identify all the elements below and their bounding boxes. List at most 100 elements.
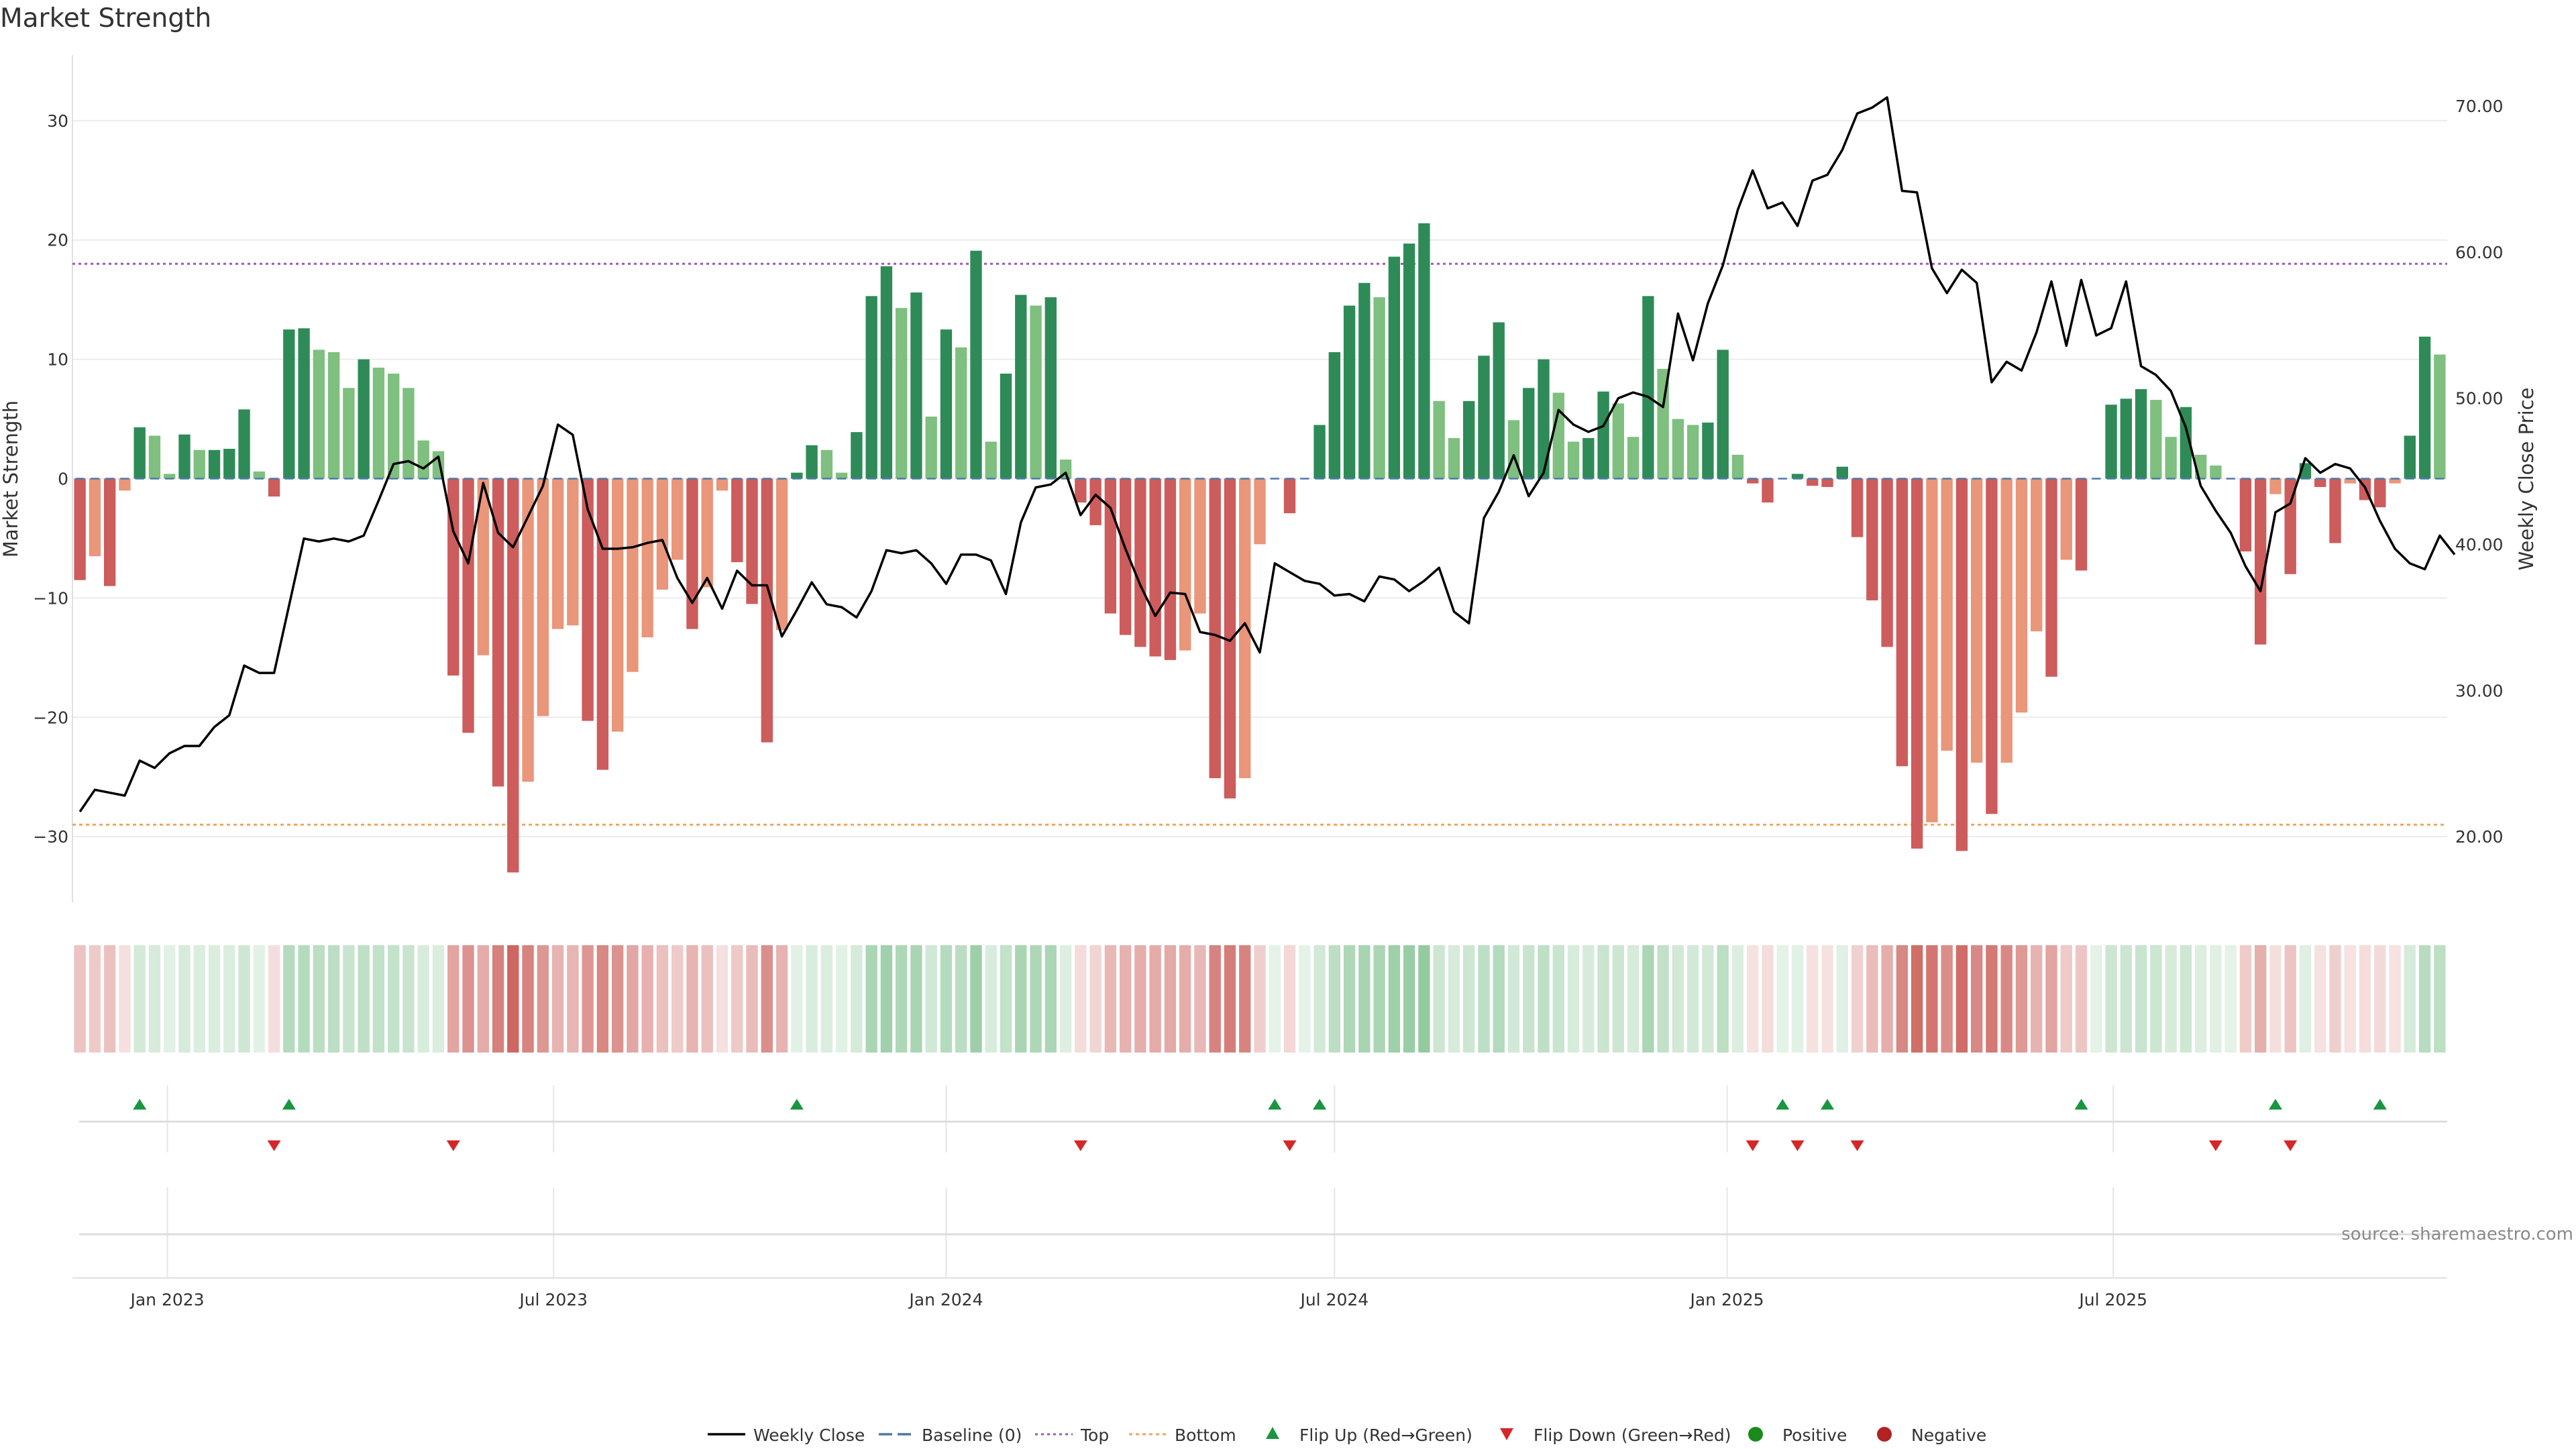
legend-flip-down-swatch	[1500, 1428, 1513, 1440]
heat-cell	[1523, 945, 1535, 1053]
heat-cell	[133, 945, 146, 1053]
strength-bar	[2031, 478, 2043, 632]
heat-cell	[865, 945, 877, 1053]
strength-bar	[1164, 478, 1177, 660]
strength-bar	[372, 368, 385, 479]
flip-up-marker	[133, 1099, 147, 1110]
heat-cell	[1388, 945, 1401, 1053]
flip-up-marker	[790, 1099, 804, 1110]
heat-cell	[1030, 945, 1042, 1053]
strength-bar	[1478, 356, 1490, 479]
strength-bar	[1627, 437, 1640, 479]
left-tick-label: −30	[33, 827, 68, 847]
heat-cell	[2299, 945, 2312, 1053]
heat-cell	[387, 945, 400, 1053]
strength-bar	[1896, 478, 1909, 767]
strength-bar	[2060, 478, 2072, 560]
strength-bar	[1044, 297, 1057, 479]
heat-cell	[2090, 945, 2102, 1053]
heat-cell	[895, 945, 908, 1053]
strength-bar	[2105, 405, 2117, 479]
strength-bar	[2314, 478, 2326, 487]
heat-cell	[672, 945, 684, 1053]
heat-cell	[1642, 945, 1654, 1053]
strength-bar	[298, 328, 310, 479]
chart-title: Market Strength	[0, 3, 211, 34]
right-axis-ticks: 70.00 60.00 50.00 40.00 30.00 20.00	[2455, 97, 2504, 847]
heat-cell	[1672, 945, 1684, 1053]
heat-cell	[1209, 945, 1221, 1053]
flip-down-marker	[2208, 1140, 2222, 1151]
heat-cell	[2075, 945, 2088, 1053]
flip-up-marker	[282, 1099, 296, 1110]
strength-bar	[701, 478, 713, 588]
heat-cell	[1866, 945, 1878, 1053]
strength-bar	[1313, 425, 1326, 479]
strength-bar	[1403, 244, 1415, 479]
strength-bar	[2135, 389, 2147, 479]
heat-cell	[851, 945, 863, 1053]
strength-bar	[880, 266, 893, 479]
legend-label: Flip Up (Red→Green)	[1299, 1426, 1472, 1445]
strength-bar	[2418, 336, 2431, 479]
heat-cell	[2150, 945, 2162, 1053]
strength-bar	[1000, 373, 1012, 479]
strength-bar	[387, 373, 400, 479]
strength-bar	[1448, 438, 1460, 479]
legend-label: Baseline (0)	[922, 1426, 1022, 1445]
heat-cell	[313, 945, 325, 1053]
strength-bar	[223, 449, 235, 479]
heat-cell	[985, 945, 997, 1053]
strength-bar	[148, 435, 161, 479]
heat-cell	[1627, 945, 1640, 1053]
flip-markers-panel	[79, 1099, 2447, 1151]
strength-bar	[327, 352, 340, 479]
heat-cell	[253, 945, 265, 1053]
heat-cell	[1612, 945, 1625, 1053]
strength-bar	[2404, 435, 2416, 479]
heat-cell	[1597, 945, 1609, 1053]
strength-bar	[551, 478, 564, 629]
strength-bar	[537, 478, 549, 716]
right-tick-label: 70.00	[2455, 97, 2504, 116]
strength-bar	[1283, 478, 1296, 514]
left-tick-label: −10	[33, 588, 68, 608]
strength-bar	[1926, 478, 1938, 822]
heat-cell	[1896, 945, 1909, 1053]
heat-cell	[238, 945, 250, 1053]
strength-bar	[462, 478, 474, 733]
heat-cell	[551, 945, 564, 1053]
heat-cell	[283, 945, 295, 1053]
x-tick-label: Jan 2025	[1688, 1290, 1764, 1309]
strength-bar	[2329, 478, 2341, 543]
heat-cell	[2105, 945, 2117, 1053]
strength-bar	[1030, 305, 1042, 479]
gridlines	[72, 119, 2447, 1278]
heat-cell	[970, 945, 982, 1053]
heat-cell	[1776, 945, 1788, 1053]
heat-cell	[1791, 945, 1804, 1053]
heat-cell	[567, 945, 579, 1053]
strength-bar	[1970, 478, 1983, 763]
right-axis-title: Weekly Close Price	[2515, 388, 2538, 571]
heat-cell	[2165, 945, 2177, 1053]
strength-bar	[2150, 400, 2162, 479]
heat-cell	[148, 945, 161, 1053]
strength-bar	[1493, 322, 1505, 479]
strength-bar	[686, 478, 698, 629]
heat-cell	[178, 945, 191, 1053]
strength-bar	[925, 416, 937, 479]
heat-cell	[1328, 945, 1341, 1053]
flip-up-marker	[1268, 1099, 1282, 1110]
strength-bar	[1686, 425, 1699, 479]
x-tick-label: Jan 2023	[129, 1290, 204, 1309]
strength-bar	[1224, 478, 1236, 799]
strength-bar	[253, 471, 265, 479]
heat-cell	[1134, 945, 1146, 1053]
heat-cell	[716, 945, 729, 1053]
strength-bar	[1328, 352, 1341, 479]
strength-bar	[970, 250, 982, 479]
strength-bar	[178, 434, 191, 479]
heat-cell	[925, 945, 937, 1053]
